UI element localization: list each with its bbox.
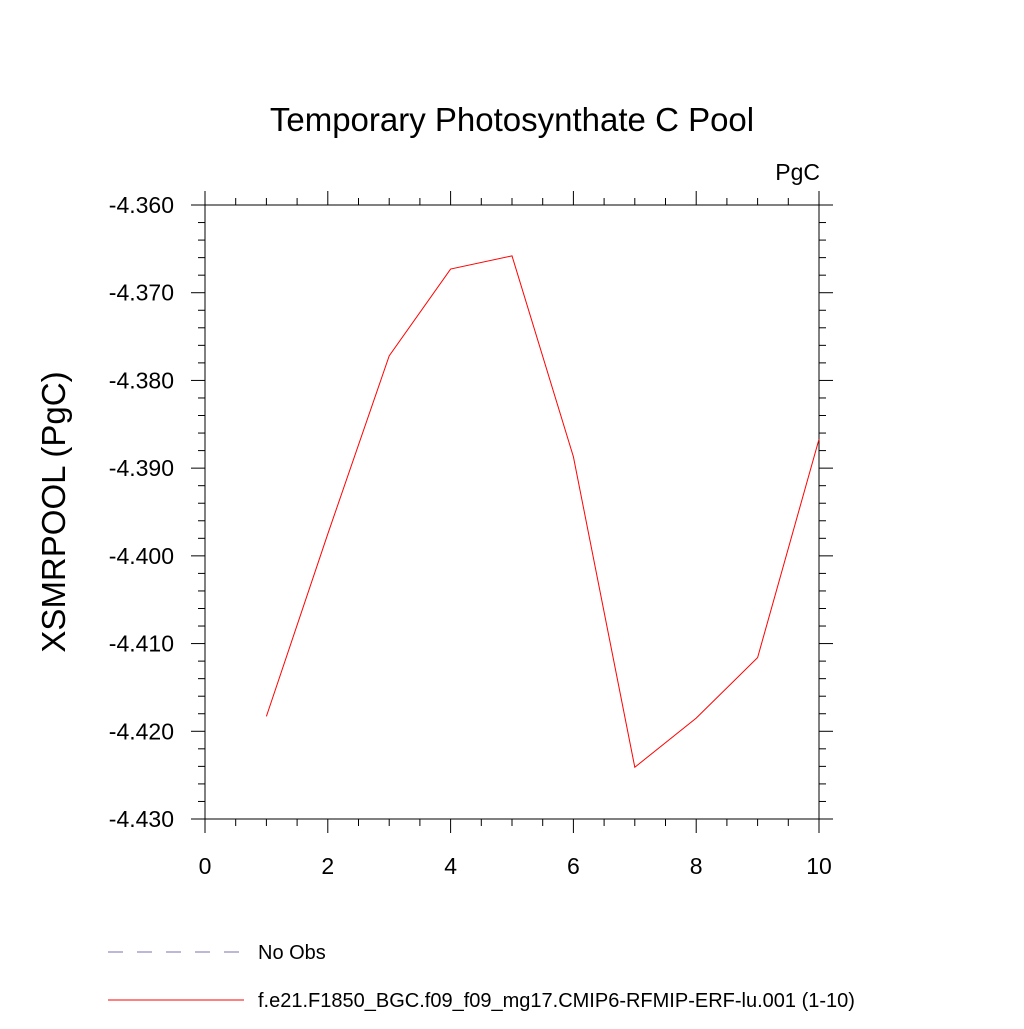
y-tick-label: -4.360 <box>109 192 174 218</box>
y-tick-label: -4.380 <box>109 367 174 393</box>
y-tick-label: -4.400 <box>109 543 174 569</box>
x-tick-label: 8 <box>690 853 703 879</box>
x-tick-label: 10 <box>806 853 832 879</box>
series-layer <box>265 255 820 769</box>
chart-title: Temporary Photosynthate C Pool <box>270 101 754 138</box>
y-axis-label: XSMRPOOL (PgC) <box>35 371 72 652</box>
y-tick-label: -4.410 <box>109 631 174 657</box>
legend-label: No Obs <box>258 942 326 964</box>
legend-label: f.e21.F1850_BGC.f09_f09_mg17.CMIP6-RFMIP… <box>258 990 855 1012</box>
x-tick-label: 2 <box>321 853 334 879</box>
legend: No Obs f.e21.F1850_BGC.f09_f09_mg17.CMIP6… <box>108 942 855 1012</box>
x-axis-ticks: 0 2 4 6 8 10 <box>199 191 832 879</box>
x-tick-label: 6 <box>567 853 580 879</box>
y-tick-label: -4.390 <box>109 455 174 481</box>
units-label: PgC <box>775 159 820 185</box>
plot-frame <box>204 204 820 820</box>
x-tick-label: 0 <box>199 853 212 879</box>
y-tick-label: -4.420 <box>109 718 174 744</box>
y-tick-label: -4.370 <box>109 280 174 306</box>
y-tick-label: -4.430 <box>109 806 174 832</box>
y-axis-ticks: -4.360 -4.370 -4.380 -4.390 -4.400 -4.410 -4.4… <box>109 192 833 832</box>
series-line <box>265 255 820 769</box>
x-tick-label: 4 <box>444 853 457 879</box>
